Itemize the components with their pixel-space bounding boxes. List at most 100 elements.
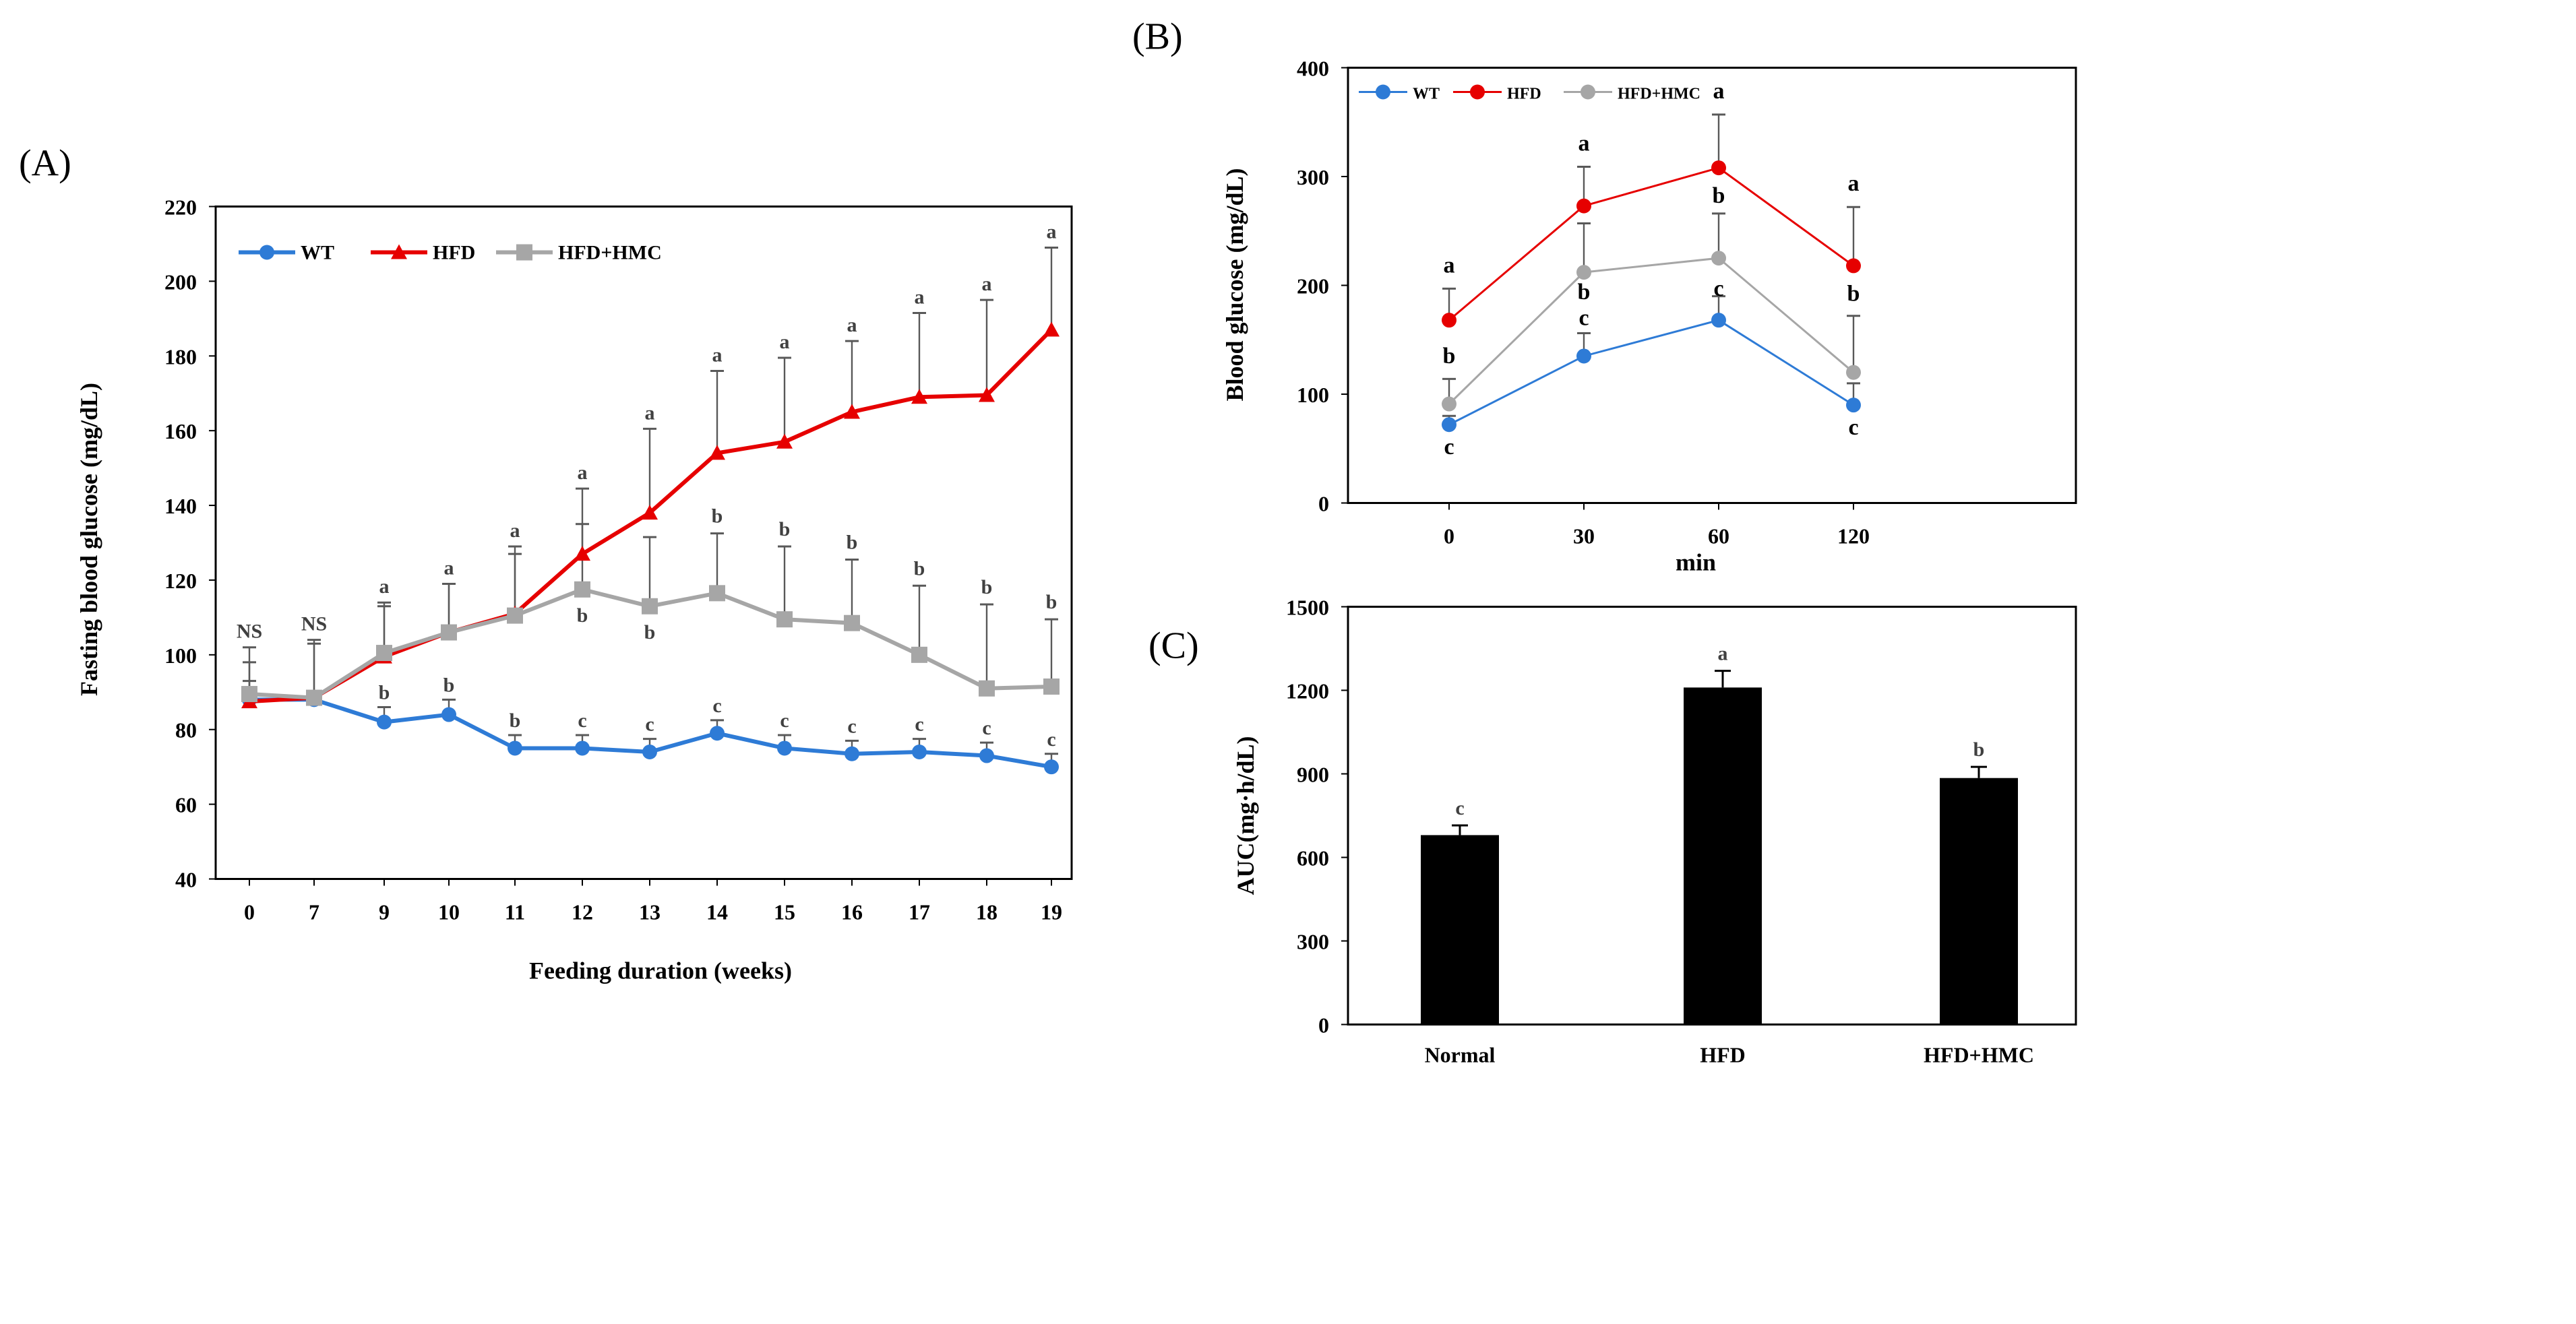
b-significance-letter: c <box>1444 435 1454 460</box>
a-significance-letter: a <box>712 344 723 366</box>
panel-c-label: (C) <box>1148 625 1199 667</box>
b-legend-marker <box>1376 84 1390 100</box>
a-ytick-label: 80 <box>175 718 197 743</box>
b-xtick-label: 120 <box>1837 524 1870 548</box>
a-point-hfd-hmc <box>642 598 658 614</box>
a-point-hfd <box>1043 321 1060 337</box>
a-point-hfd <box>709 445 725 460</box>
a-significance-letter: a <box>847 314 857 336</box>
c-significance-letter: b <box>1973 738 1985 761</box>
a-significance-letter: c <box>780 710 789 732</box>
b-line-hfd-hmc <box>1448 257 1854 405</box>
a-ytick-label: 60 <box>175 793 197 817</box>
a-significance-letter: b <box>779 518 791 540</box>
c-bar-hfd <box>1684 687 1762 1025</box>
a-significance-letter: a <box>780 331 790 353</box>
a-significance-letter: NS <box>237 621 262 643</box>
a-significance-letter: a <box>982 273 992 295</box>
a-significance-letter: a <box>444 557 454 579</box>
a-point-hfd-hmc <box>911 646 927 663</box>
a-point-wt <box>1044 759 1059 775</box>
b-point-wt <box>1711 313 1726 328</box>
c-ytick-label: 1500 <box>1286 596 1329 620</box>
a-ytick-label: 140 <box>164 494 197 518</box>
a-point-hfd-hmc <box>979 680 995 697</box>
c-bar-normal <box>1421 835 1499 1025</box>
b-line-wt <box>1448 319 1854 426</box>
b-significance-letter: b <box>1578 280 1591 305</box>
b-legend-marker <box>1470 84 1485 100</box>
a-ytick-label: 160 <box>164 419 197 443</box>
a-significance-letter: b <box>847 531 858 553</box>
a-significance-letter: a <box>1047 220 1057 243</box>
a-plot-frame <box>214 206 1073 880</box>
a-significance-letter: b <box>981 576 993 598</box>
a-ytick-label: 220 <box>164 195 197 220</box>
a-point-wt <box>575 740 590 756</box>
c-ytick-label: 600 <box>1297 846 1329 871</box>
b-plot-frame <box>1347 67 2077 504</box>
b-xtick-label: 60 <box>1708 524 1729 548</box>
b-significance-letter: c <box>1578 306 1589 331</box>
b-point-hfd <box>1846 258 1861 274</box>
a-point-hfd <box>979 387 995 402</box>
b-legend-label: HFD+HMC <box>1618 86 1700 103</box>
a-legend-label: HFD <box>433 242 475 264</box>
a-point-hfd <box>574 546 590 561</box>
b-legend-label: WT <box>1413 86 1440 103</box>
a-xtick-label: 15 <box>774 900 795 924</box>
a-point-wt <box>441 707 456 722</box>
a-xtick-label: 0 <box>244 900 255 924</box>
b-significance-letter: b <box>1847 281 1860 306</box>
a-significance-letter: c <box>712 695 721 717</box>
a-significance-letter: b <box>1046 591 1057 613</box>
a-ytick-label: 40 <box>175 868 197 892</box>
b-legend-label: HFD <box>1507 86 1541 103</box>
b-significance-letter: a <box>1713 79 1725 104</box>
c-ytick-label: 300 <box>1297 930 1329 954</box>
a-significance-letter: c <box>982 717 991 739</box>
a-significance-letter: a <box>510 519 520 542</box>
b-significance-letter: b <box>1713 183 1725 208</box>
a-point-wt <box>377 714 392 730</box>
a-xtick-label: 14 <box>706 900 728 924</box>
a-ytick-label: 120 <box>164 569 197 593</box>
a-xtick-label: 17 <box>909 900 930 924</box>
a-point-hfd-hmc <box>376 645 392 662</box>
a-point-wt <box>642 744 657 759</box>
a-legend-label: WT <box>301 242 334 264</box>
b-point-hfd <box>1442 313 1456 328</box>
a-point-hfd-hmc <box>241 686 257 703</box>
a-xtick-label: 19 <box>1041 900 1062 924</box>
a-significance-letter: b <box>577 604 588 627</box>
a-significance-letter: c <box>915 714 923 736</box>
b-legend-marker <box>1581 84 1595 100</box>
b-xtick-label: 0 <box>1444 524 1454 548</box>
a-significance-letter: b <box>644 621 656 643</box>
b-significance-letter: c <box>1848 415 1858 440</box>
a-xtick-label: 10 <box>438 900 460 924</box>
a-point-hfd <box>776 433 793 449</box>
c-significance-letter: a <box>1718 643 1728 665</box>
b-point-wt <box>1442 417 1456 433</box>
a-legend-marker <box>259 245 274 260</box>
a-ytick-label: 180 <box>164 344 197 369</box>
a-legend-marker <box>391 244 407 259</box>
b-xtick-label: 30 <box>1573 524 1595 548</box>
a-ytick-label: 100 <box>164 643 197 668</box>
b-point-hfd-hmc <box>1846 365 1861 380</box>
a-legend-label: HFD+HMC <box>558 242 662 264</box>
panel-a-xlabel: Feeding duration (weeks) <box>529 957 792 984</box>
panel-b-xlabel: min <box>1676 549 1716 576</box>
a-point-wt <box>912 744 927 759</box>
b-point-hfd-hmc <box>1711 251 1726 266</box>
a-point-wt <box>845 746 859 761</box>
b-ytick-label: 300 <box>1297 165 1329 189</box>
b-ytick-label: 400 <box>1297 57 1329 81</box>
panel-a-label: (A) <box>19 143 71 185</box>
panel-b-label: (B) <box>1132 16 1183 58</box>
a-xtick-label: 16 <box>841 900 863 924</box>
a-xtick-label: 12 <box>572 900 593 924</box>
a-xtick-label: 9 <box>379 900 390 924</box>
panel-c-ylabel: AUC(mg·h/dL) <box>1232 736 1259 895</box>
